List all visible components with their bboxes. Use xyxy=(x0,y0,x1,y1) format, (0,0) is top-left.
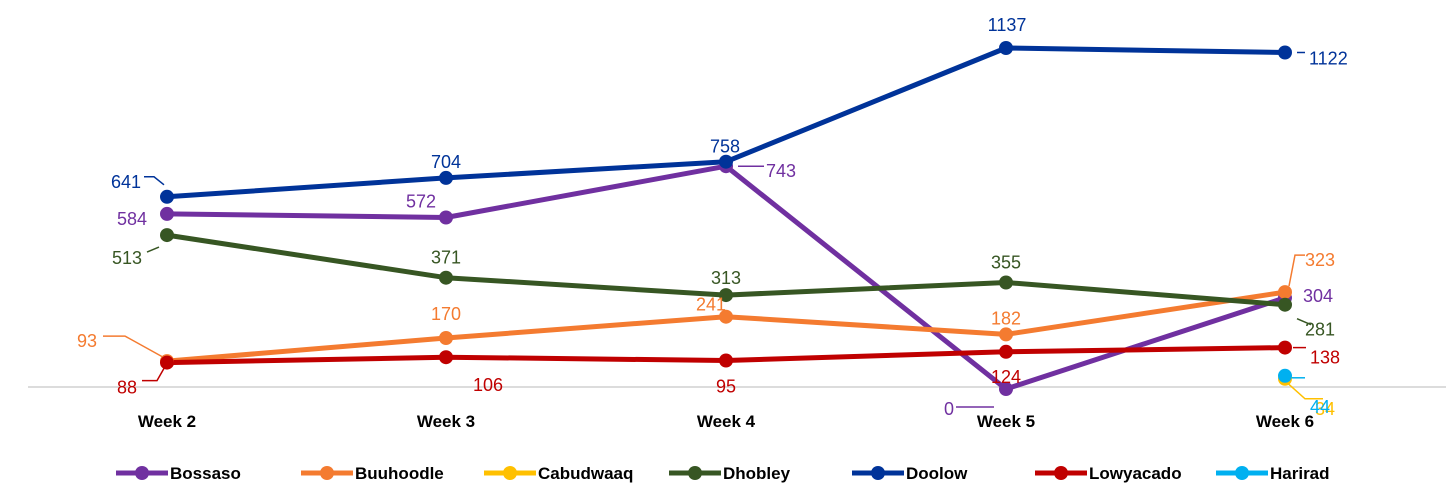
data-label-lowyacado-week-4: 95 xyxy=(716,377,736,397)
point-lowyacado-week-6 xyxy=(1278,340,1292,355)
data-label-dhobley-week-6: 281 xyxy=(1305,320,1335,340)
data-label-lowyacado-week-2: 88 xyxy=(117,378,137,398)
leader-doolow-week-2 xyxy=(144,176,165,186)
data-label-lowyacado-week-6: 138 xyxy=(1310,348,1340,368)
series-points xyxy=(160,41,1292,396)
leader-lines xyxy=(103,51,1323,408)
data-label-doolow-week-3: 704 xyxy=(431,152,461,172)
point-bossaso-week-2 xyxy=(160,206,174,221)
point-buuhoodle-week-6 xyxy=(1278,285,1292,300)
point-dhobley-week-2 xyxy=(160,228,174,243)
legend-marker-doolow xyxy=(871,466,885,480)
legend-label-dhobley: Dhobley xyxy=(723,464,791,483)
point-doolow-week-2 xyxy=(160,189,174,204)
data-label-bossaso-week-2: 584 xyxy=(117,209,147,229)
series-line-doolow xyxy=(164,45,1288,200)
point-harirad-week-6 xyxy=(1278,368,1292,383)
legend-label-doolow: Doolow xyxy=(906,464,968,483)
legend-marker-cabudwaaq xyxy=(503,466,517,480)
leader-buuhoodle-week-6 xyxy=(1288,254,1305,287)
leader-lowyacado-week-2 xyxy=(142,366,166,382)
data-label-buuhoodle-week-4: 241 xyxy=(696,295,726,315)
point-doolow-week-4 xyxy=(719,154,733,169)
x-tick-week-2: Week 2 xyxy=(138,412,196,431)
x-tick-week-4: Week 4 xyxy=(697,412,756,431)
legend-label-buuhoodle: Buuhoodle xyxy=(355,464,444,483)
point-dhobley-week-5 xyxy=(999,275,1013,290)
data-label-cabudwaaq-week-6: 34 xyxy=(1315,399,1335,419)
point-lowyacado-week-4 xyxy=(719,353,733,368)
data-label-lowyacado-week-3: 106 xyxy=(473,375,503,395)
data-label-harirad-week-6: 44 xyxy=(1310,397,1330,417)
data-label-lowyacado-week-5: 124 xyxy=(991,367,1021,387)
x-tick-week-6: Week 6 xyxy=(1256,412,1314,431)
point-bossaso-week-3 xyxy=(439,210,453,225)
x-tick-week-3: Week 3 xyxy=(417,412,475,431)
data-labels: 584 572 743 0 304 93 170 241 182 323 34 513 371 313 35… xyxy=(77,15,1348,419)
x-axis-ticks: Week 2 Week 3 Week 4 Week 5 Week 6 xyxy=(138,412,1314,431)
data-label-dhobley-week-5: 355 xyxy=(991,253,1021,273)
legend-label-bossaso: Bossaso xyxy=(170,464,241,483)
data-label-bossaso-week-3: 572 xyxy=(406,191,436,211)
point-doolow-week-3 xyxy=(439,170,453,185)
legend-label-cabudwaaq: Cabudwaaq xyxy=(538,464,633,483)
data-label-buuhoodle-week-2: 93 xyxy=(77,331,97,351)
legend-marker-dhobley xyxy=(688,466,702,480)
data-label-dhobley-week-3: 371 xyxy=(431,248,461,268)
data-label-bossaso-week-6: 304 xyxy=(1303,286,1333,306)
leader-dhobley-week-6 xyxy=(1296,318,1312,326)
legend-label-lowyacado: Lowyacado xyxy=(1089,464,1182,483)
data-label-bossaso-week-5: 0 xyxy=(944,399,954,419)
data-label-buuhoodle-week-3: 170 xyxy=(431,304,461,324)
data-label-doolow-week-5: 1137 xyxy=(988,15,1027,35)
legend-marker-buuhoodle xyxy=(320,466,334,480)
data-label-bossaso-week-4: 743 xyxy=(766,161,796,181)
data-label-dhobley-week-2: 513 xyxy=(112,248,142,268)
data-label-doolow-week-6: 1122 xyxy=(1309,48,1348,68)
leader-dhobley-week-2 xyxy=(146,246,160,253)
leader-buuhoodle-week-2 xyxy=(103,335,164,358)
legend-label-harirad: Harirad xyxy=(1270,464,1330,483)
point-lowyacado-week-3 xyxy=(439,350,453,365)
data-label-doolow-week-2: 641 xyxy=(111,172,141,192)
point-lowyacado-week-5 xyxy=(999,344,1013,359)
leader-cabudwaaq-week-6 xyxy=(1284,380,1323,400)
series-lines xyxy=(164,45,1288,392)
point-buuhoodle-week-4 xyxy=(719,309,733,324)
legend-marker-lowyacado xyxy=(1054,466,1068,480)
legend-marker-harirad xyxy=(1235,466,1249,480)
legend-marker-bossaso xyxy=(135,466,149,480)
point-dhobley-week-6 xyxy=(1278,297,1292,312)
point-lowyacado-week-2 xyxy=(160,355,174,370)
point-bossaso-week-5 xyxy=(999,382,1013,396)
point-buuhoodle-week-5 xyxy=(999,327,1013,342)
point-doolow-week-5 xyxy=(999,41,1013,55)
data-label-buuhoodle-week-5: 182 xyxy=(991,308,1021,328)
legend: Bossaso Buuhoodle Cabudwaaq Dhobley Doolow Lo… xyxy=(116,464,1330,483)
data-label-doolow-week-4: 758 xyxy=(710,137,740,157)
point-dhobley-week-3 xyxy=(439,270,453,285)
data-label-buuhoodle-week-6: 323 xyxy=(1305,250,1335,270)
point-dhobley-week-4 xyxy=(719,288,733,303)
point-buuhoodle-week-3 xyxy=(439,331,453,345)
point-doolow-week-6 xyxy=(1278,45,1292,60)
data-label-dhobley-week-4: 313 xyxy=(711,268,741,288)
x-tick-week-5: Week 5 xyxy=(977,412,1035,431)
